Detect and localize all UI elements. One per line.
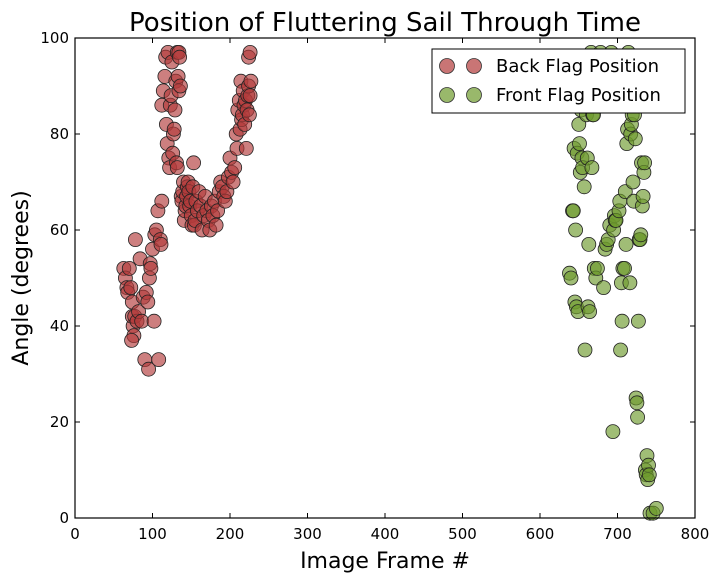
y-tick-label: 20 xyxy=(50,413,69,431)
y-tick-label: 100 xyxy=(40,29,69,47)
data-point-s0-123 xyxy=(242,45,258,60)
legend: Back Flag Position Front Flag Position xyxy=(431,48,686,114)
data-point-s0-33 xyxy=(154,193,170,209)
data-point-s1-1 xyxy=(563,270,579,286)
data-point-s1-58 xyxy=(617,184,633,200)
data-point-s1-59 xyxy=(618,236,634,252)
data-point-s0-5 xyxy=(123,280,139,296)
data-point-s0-57 xyxy=(172,49,188,65)
data-point-s0-116 xyxy=(238,140,254,156)
x-tick-label: 200 xyxy=(216,525,245,543)
x-tick-label: 0 xyxy=(70,525,80,543)
x-axis-label: Image Frame # xyxy=(300,549,470,574)
y-tick-label: 40 xyxy=(50,317,69,335)
data-point-s0-9 xyxy=(124,332,140,348)
chart-title: Position of Fluttering Sail Through Time xyxy=(129,8,641,38)
x-tick-label: 700 xyxy=(603,525,632,543)
data-point-s0-121 xyxy=(241,107,257,123)
data-point-s1-78 xyxy=(633,227,649,243)
data-point-s0-122 xyxy=(242,88,258,103)
data-point-s1-52 xyxy=(613,342,628,358)
data-point-s0-12 xyxy=(127,232,143,248)
data-point-s1-24 xyxy=(582,304,597,320)
data-point-s1-18 xyxy=(577,342,593,358)
data-point-s1-81 xyxy=(635,188,651,204)
data-points xyxy=(116,45,664,521)
x-tick-label: 300 xyxy=(293,525,322,543)
data-point-s0-4 xyxy=(121,260,137,276)
data-point-s1-89 xyxy=(641,467,657,483)
data-point-s0-30 xyxy=(151,352,167,368)
data-point-s1-23 xyxy=(581,236,597,252)
legend-marker-back-1 xyxy=(439,58,455,74)
data-point-s1-6 xyxy=(568,222,583,238)
data-point-s0-102 xyxy=(225,174,241,190)
data-point-s1-68 xyxy=(625,174,641,190)
data-point-s0-103 xyxy=(227,160,243,176)
data-point-s1-10 xyxy=(571,117,587,132)
legend-label-back: Back Flag Position xyxy=(496,56,659,77)
data-point-s0-32 xyxy=(153,236,169,252)
y-axis-label: Angle (degrees) xyxy=(9,190,34,365)
data-point-s1-75 xyxy=(631,313,646,329)
y-tick-label: 80 xyxy=(50,125,69,143)
data-point-s1-83 xyxy=(637,155,652,171)
data-point-s0-20 xyxy=(140,294,156,310)
data-point-s1-92 xyxy=(648,500,664,516)
data-point-s0-92 xyxy=(210,203,226,219)
data-point-s0-24 xyxy=(143,260,159,276)
data-point-s1-73 xyxy=(629,395,645,411)
legend-marker-front-1 xyxy=(439,87,455,103)
data-point-s0-49 xyxy=(167,102,183,118)
data-point-s1-3 xyxy=(565,203,581,219)
data-point-s0-26 xyxy=(146,313,162,329)
data-point-s0-52 xyxy=(169,160,185,176)
data-point-s1-71 xyxy=(627,131,643,147)
data-point-s1-64 xyxy=(622,275,638,291)
data-point-s1-42 xyxy=(605,424,621,440)
y-tick-label: 60 xyxy=(50,221,69,239)
data-point-s0-91 xyxy=(208,217,224,233)
data-point-s1-54 xyxy=(614,313,630,329)
legend-marker-back-2 xyxy=(466,58,482,74)
data-point-s1-27 xyxy=(584,160,600,176)
x-tick-label: 800 xyxy=(681,525,710,543)
data-point-s0-21 xyxy=(141,361,157,377)
data-point-s1-17 xyxy=(576,179,592,195)
data-point-s1-11 xyxy=(572,136,587,152)
data-point-s0-75 xyxy=(186,155,202,171)
data-point-s0-124 xyxy=(243,73,259,89)
y-tick-label: 0 xyxy=(59,509,69,527)
data-point-s0-58 xyxy=(172,78,188,94)
data-point-s1-57 xyxy=(617,260,632,276)
data-point-s0-16 xyxy=(134,313,150,329)
legend-marker-front-2 xyxy=(466,87,482,103)
x-tick-label: 400 xyxy=(371,525,400,543)
x-tick-label: 100 xyxy=(138,525,167,543)
x-tick-label: 600 xyxy=(526,525,555,543)
axis-ticks: 0 100 200 300 400 500 600 700 800 0 20 40 60 80 100 xyxy=(40,29,709,543)
x-tick-label: 500 xyxy=(448,525,477,543)
data-point-s1-32 xyxy=(590,260,605,276)
data-point-s1-36 xyxy=(596,280,611,296)
data-point-s1-74 xyxy=(630,409,645,425)
data-point-s0-48 xyxy=(166,121,182,137)
legend-label-front: Front Flag Position xyxy=(496,85,661,106)
